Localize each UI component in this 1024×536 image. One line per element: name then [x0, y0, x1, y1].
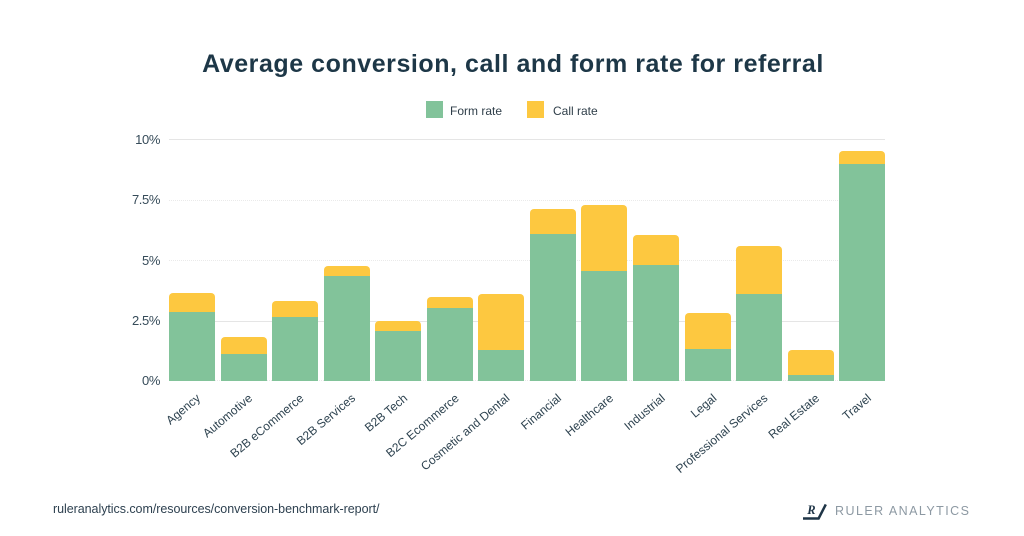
svg-text:R: R — [806, 503, 815, 517]
